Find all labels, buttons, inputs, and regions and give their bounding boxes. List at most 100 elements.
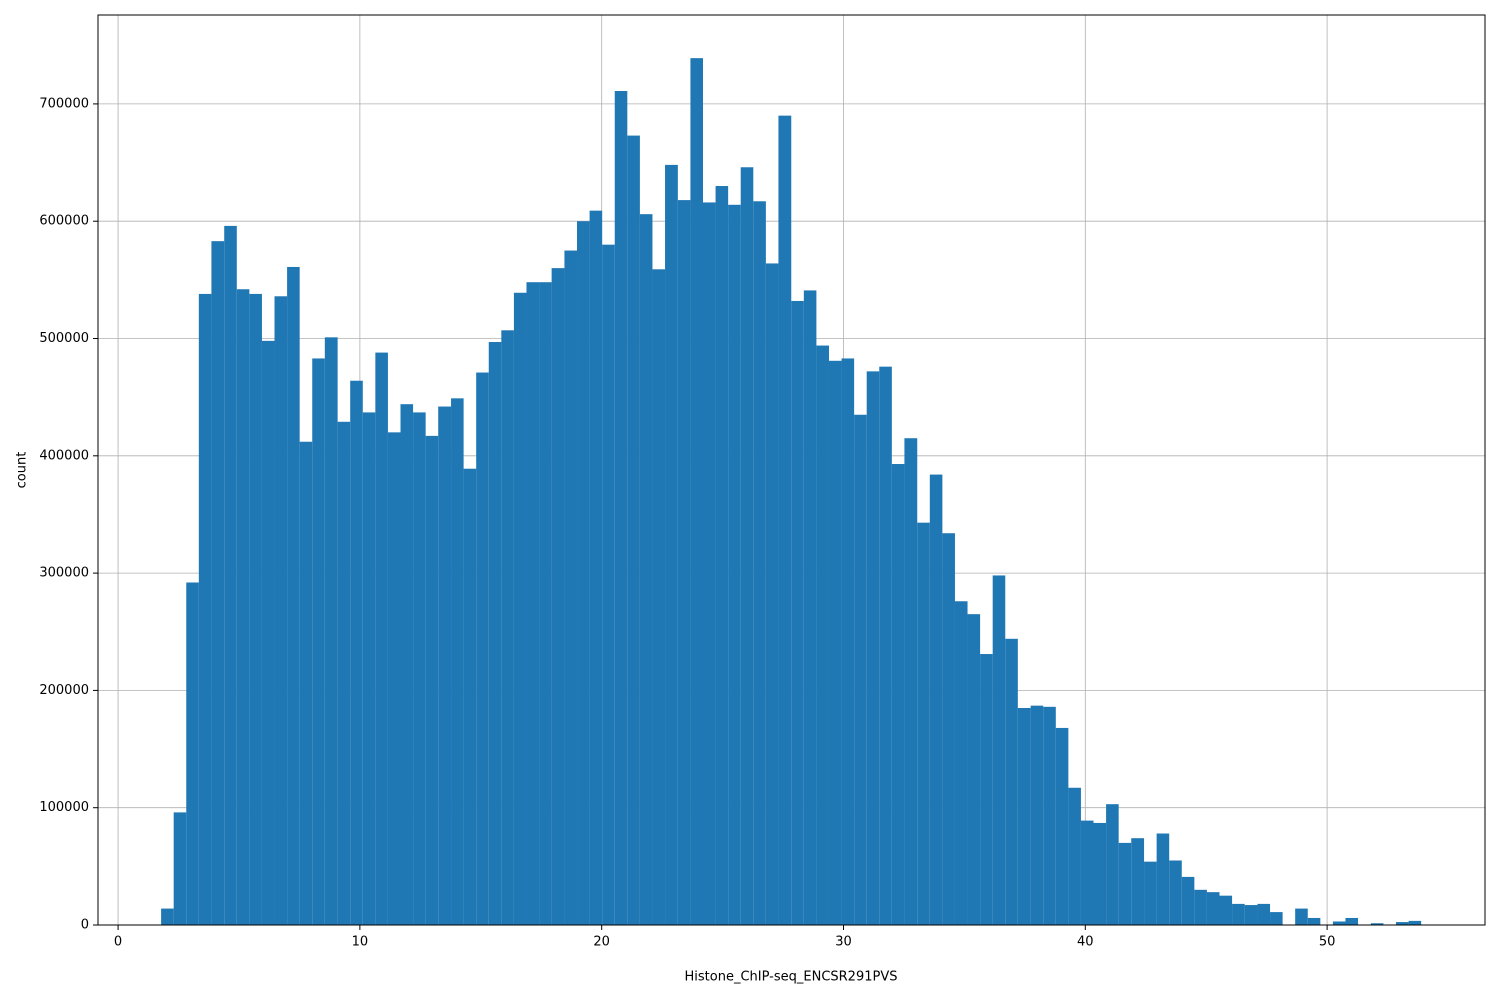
bar — [224, 225, 237, 926]
bar — [1332, 921, 1346, 925]
bar — [639, 214, 653, 925]
bar — [501, 330, 514, 926]
bar — [551, 268, 565, 926]
bar — [1206, 892, 1220, 925]
bar — [400, 404, 414, 925]
bar — [753, 201, 766, 925]
x-tick-label: 0 — [114, 935, 122, 950]
bar — [1194, 889, 1207, 925]
bar — [186, 582, 199, 925]
bar — [463, 468, 477, 925]
bar — [715, 186, 729, 925]
x-tick-label: 40 — [1077, 935, 1094, 950]
bar — [967, 614, 981, 925]
bar — [904, 438, 918, 925]
bar — [841, 358, 855, 925]
bar — [1295, 908, 1308, 925]
x-tick-label: 30 — [835, 935, 852, 950]
y-tick-label: 300000 — [39, 566, 89, 581]
bar — [954, 601, 968, 925]
bar — [476, 372, 489, 925]
y-axis-label: count — [15, 452, 30, 489]
bar — [614, 91, 628, 925]
bar — [942, 533, 955, 925]
bar — [891, 464, 905, 925]
bar — [287, 266, 300, 926]
bar — [1030, 705, 1044, 925]
bar — [1169, 860, 1182, 925]
y-tick-label: 100000 — [39, 800, 89, 815]
bar — [1118, 842, 1132, 925]
bar — [1068, 787, 1081, 925]
bar — [312, 358, 325, 925]
bar — [211, 241, 225, 926]
bar — [1307, 917, 1321, 925]
y-tick-label: 200000 — [39, 683, 89, 698]
bar — [1408, 920, 1422, 925]
bar — [690, 58, 703, 925]
bar — [728, 204, 741, 926]
bar — [1181, 876, 1195, 925]
bar — [627, 135, 640, 925]
bar — [828, 360, 842, 926]
y-tick-label: 600000 — [39, 214, 89, 229]
bar — [589, 210, 603, 926]
bar — [1017, 707, 1031, 925]
bar — [652, 269, 666, 926]
bar — [198, 293, 212, 925]
bar — [513, 292, 527, 925]
bar — [803, 290, 817, 925]
bar — [1055, 727, 1069, 925]
bar — [438, 406, 452, 925]
bar — [526, 282, 540, 926]
bar — [249, 293, 262, 925]
bar — [1131, 838, 1145, 925]
bar — [577, 221, 590, 926]
y-tick-label: 400000 — [39, 448, 89, 463]
bar — [791, 300, 804, 926]
y-tick-label: 0 — [81, 918, 89, 933]
bar — [980, 654, 993, 925]
bar — [1244, 905, 1258, 925]
bar — [765, 263, 779, 925]
bar — [929, 474, 943, 925]
bar — [413, 412, 426, 925]
bar — [564, 250, 578, 926]
bar — [1270, 912, 1283, 925]
y-tick-label: 500000 — [39, 331, 89, 346]
bar — [740, 167, 754, 925]
y-tick-label: 700000 — [39, 96, 89, 111]
bar — [854, 414, 867, 925]
bar — [1345, 917, 1359, 925]
bar — [1257, 903, 1271, 925]
bar — [816, 345, 829, 926]
bar — [677, 200, 691, 925]
bar — [1219, 895, 1233, 925]
bar — [778, 115, 792, 926]
bar — [992, 575, 1006, 925]
bar — [451, 398, 464, 925]
x-tick-label: 50 — [1319, 935, 1336, 950]
bar — [1144, 861, 1157, 925]
bar — [879, 366, 892, 925]
bar — [1106, 804, 1119, 925]
bar — [1005, 638, 1018, 925]
bar — [488, 342, 502, 925]
bar — [1080, 820, 1094, 925]
bar — [1396, 922, 1409, 925]
bar — [866, 371, 880, 925]
bar — [362, 412, 376, 925]
bar — [173, 812, 187, 925]
x-axis-label: Histone_ChIP-seq_ENCSR291PVS — [685, 970, 898, 985]
bar — [375, 352, 388, 925]
x-tick-label: 20 — [593, 935, 610, 950]
bar — [539, 282, 552, 926]
bar — [236, 289, 250, 925]
bar — [324, 337, 338, 925]
bar — [1043, 706, 1056, 925]
plot-frame — [97, 14, 1486, 926]
bar — [425, 435, 439, 925]
bar — [274, 296, 288, 925]
bar — [1093, 822, 1107, 925]
